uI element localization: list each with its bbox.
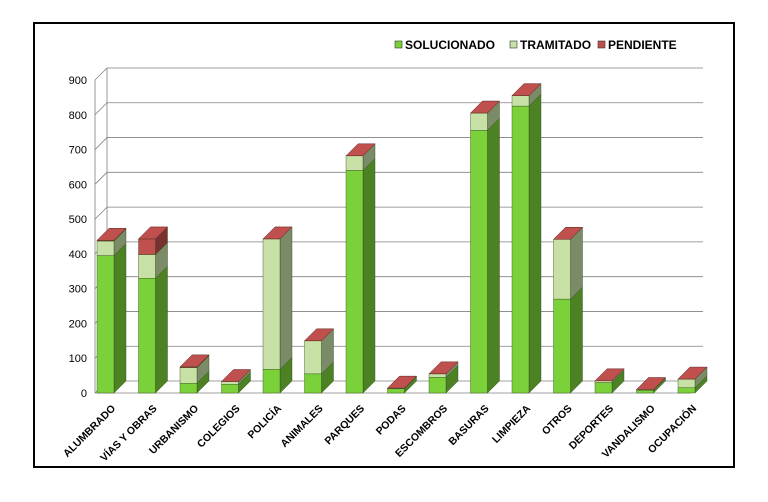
- bar-top: [428, 361, 459, 375]
- bar-segment: [345, 170, 364, 394]
- bar-segment: [96, 255, 115, 394]
- bar-segment: [470, 130, 488, 394]
- y-tick-label: 900: [69, 75, 87, 87]
- y-tick-label: 100: [69, 353, 87, 365]
- legend-swatch: [597, 40, 606, 49]
- bar-side: [487, 117, 500, 394]
- bar-segment: [428, 377, 447, 394]
- bar-top: [345, 143, 376, 157]
- category-label: BASURAS: [446, 403, 491, 448]
- y-tick-label: 0: [81, 388, 87, 400]
- category-label: ANIMALES: [278, 403, 325, 450]
- gridline-depth: [94, 172, 108, 185]
- bar-segment: [553, 239, 571, 300]
- legend-label: SOLUCIONADO: [405, 38, 495, 52]
- bar-side: [279, 226, 293, 370]
- y-tick-label: 200: [69, 318, 87, 330]
- category-label: COLEGIOS: [195, 403, 243, 451]
- gridline-depth: [94, 137, 108, 150]
- y-tick-label: 500: [69, 214, 87, 226]
- bar-top: [386, 375, 418, 389]
- y-tick-label: 600: [69, 179, 87, 191]
- category-label: LIMPIEZA: [490, 402, 533, 445]
- bar-segment: [138, 278, 156, 394]
- bar-segment: [179, 383, 198, 394]
- gridline-depth: [94, 67, 108, 81]
- y-tick-label: 700: [69, 145, 87, 157]
- legend-swatch: [509, 40, 518, 49]
- bar-top: [137, 226, 169, 240]
- bar-segment: [262, 369, 281, 394]
- bar-segment: [387, 388, 405, 394]
- bar-segment: [179, 367, 198, 384]
- bar-side: [528, 93, 542, 394]
- bar-segment: [470, 112, 488, 131]
- bar-side: [570, 286, 583, 394]
- bar-side: [113, 243, 127, 394]
- bar-side: [570, 226, 583, 300]
- gridline-depth: [94, 206, 108, 220]
- bar-top: [552, 227, 584, 240]
- bar-top: [179, 354, 210, 368]
- bar-segment: [594, 382, 613, 394]
- y-tick-label: 400: [69, 249, 87, 261]
- bar-top: [303, 328, 335, 342]
- category-label: POLICÍA: [245, 402, 285, 442]
- bar-top: [220, 369, 252, 382]
- bar-segment: [138, 254, 156, 279]
- bar-segment: [304, 340, 322, 375]
- legend-label: PENDIENTE: [608, 38, 677, 52]
- bar-segment: [262, 238, 281, 370]
- legend-swatch: [394, 40, 403, 49]
- bar-top: [96, 228, 127, 241]
- bar-segment: [96, 240, 115, 256]
- bar-side: [155, 265, 168, 394]
- bar-segment: [594, 380, 613, 383]
- bar-segment: [677, 378, 696, 388]
- chart-frame: 0 100 200 300 400 500 600 700 800 900 ALUMBRADO VÍA…: [33, 22, 735, 468]
- bar-segment: [221, 384, 239, 394]
- bar-segment: [345, 155, 364, 171]
- bar-top: [677, 366, 708, 380]
- bar-segment: [636, 390, 654, 394]
- bar-segment: [304, 373, 322, 394]
- bar-segment: [428, 373, 447, 378]
- gridline-depth: [94, 102, 108, 116]
- category-label: PODAS: [374, 403, 409, 438]
- stacked-bar-chart: 0100200300400500600700800900ALUMBRADOVÍA…: [61, 38, 708, 464]
- category-label: OTROS: [540, 403, 575, 438]
- bar-segment: [511, 95, 530, 107]
- bar-top: [262, 226, 293, 240]
- bar-segment: [553, 298, 571, 394]
- bar-segment: [138, 238, 156, 255]
- y-tick-label: 800: [69, 110, 87, 122]
- legend-label: TRAMITADO: [520, 38, 591, 52]
- category-label: PARQUES: [322, 403, 367, 448]
- bar-segment: [677, 387, 696, 394]
- bar-top: [635, 377, 667, 390]
- bar-top: [594, 368, 625, 382]
- bar-top: [511, 83, 542, 96]
- y-tick-label: 300: [69, 284, 87, 296]
- bar-top: [469, 100, 501, 114]
- bar-segment: [511, 105, 530, 394]
- bar-side: [362, 157, 376, 394]
- bar-segment: [221, 381, 239, 385]
